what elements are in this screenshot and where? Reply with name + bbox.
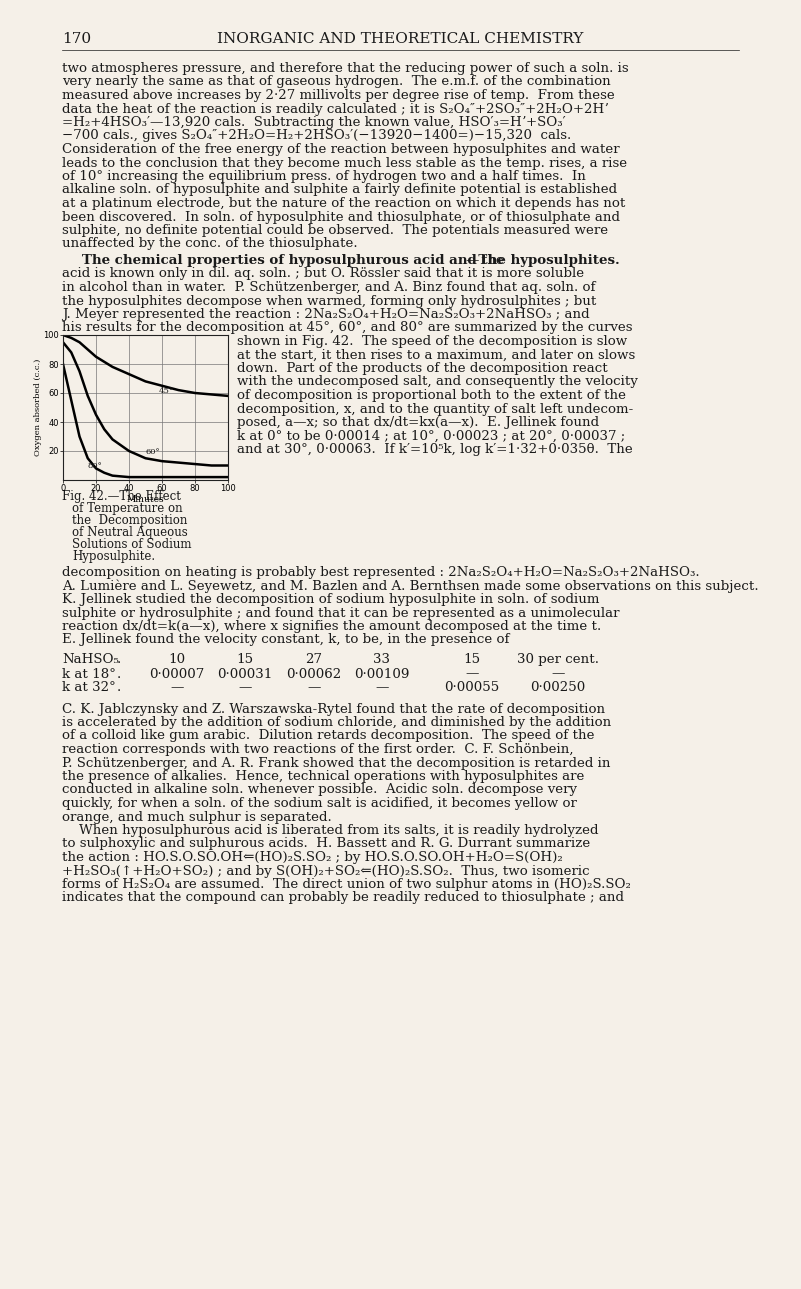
Text: C. K. Jablczynsky and Z. Warszawska-Rytel found that the rate of decomposition: C. K. Jablczynsky and Z. Warszawska-Ryte… [62,703,605,715]
Text: of 10° increasing the equilibrium press. of hydrogen two and a half times.  In: of 10° increasing the equilibrium press.… [62,170,586,183]
Text: is accelerated by the addition of sodium chloride, and diminished by the additio: is accelerated by the addition of sodium… [62,715,611,730]
Text: 45°: 45° [159,387,174,394]
Text: conducted in alkaline soln. whenever possible.  Acidic soln. decompose very: conducted in alkaline soln. whenever pos… [62,784,577,797]
Text: of Temperature on: of Temperature on [72,501,183,516]
Text: Fig. 42.—The Effect: Fig. 42.—The Effect [62,490,181,503]
Text: of Neutral Aqueous: of Neutral Aqueous [72,526,187,539]
Text: Solutions of Sodium: Solutions of Sodium [72,538,191,550]
Text: k at 18°: k at 18° [62,668,116,681]
Text: data the heat of the reaction is readily calculated ; it is S₂O₄″+2SO₃″+2H₂O+2Hʼ: data the heat of the reaction is readily… [62,103,609,116]
Text: .: . [117,681,121,693]
Text: acid is known only in dil. aq. soln. ; but O. Rössler said that it is more solub: acid is known only in dil. aq. soln. ; b… [62,268,584,281]
Text: sulphite, no definite potential could be observed.  The potentials measured were: sulphite, no definite potential could be… [62,224,608,237]
Text: —: — [376,681,388,693]
Text: measured above increases by 2·27 millivolts per degree rise of temp.  From these: measured above increases by 2·27 millivo… [62,89,614,102]
Text: the presence of alkalies.  Hence, technical operations with hyposulphites are: the presence of alkalies. Hence, technic… [62,770,585,782]
Text: 0·00031: 0·00031 [217,668,272,681]
Text: 33: 33 [373,654,391,666]
Text: down.  Part of the products of the decomposition react: down. Part of the products of the decomp… [237,362,608,375]
Text: .: . [117,654,121,666]
Text: two atmospheres pressure, and therefore that the reducing power of such a soln. : two atmospheres pressure, and therefore … [62,62,629,75]
Text: at a platinum electrode, but the nature of the reaction on which it depends has : at a platinum electrode, but the nature … [62,197,626,210]
Text: in alcohol than in water.  P. Schützenberger, and A. Binz found that aq. soln. o: in alcohol than in water. P. Schützenber… [62,281,595,294]
Text: 0·00109: 0·00109 [354,668,409,681]
Text: —: — [171,681,183,693]
Text: When hyposulphurous acid is liberated from its salts, it is readily hydrolyzed: When hyposulphurous acid is liberated fr… [62,824,598,837]
Text: —: — [308,681,320,693]
Text: 15: 15 [236,654,254,666]
Text: quickly, for when a soln. of the sodium salt is acidified, it becomes yellow or: quickly, for when a soln. of the sodium … [62,797,577,809]
Text: orange, and much sulphur is separated.: orange, and much sulphur is separated. [62,811,332,824]
Text: with the undecomposed salt, and consequently the velocity: with the undecomposed salt, and conseque… [237,375,638,388]
Text: been discovered.  In soln. of hyposulphite and thiosulphate, or of thiosulphate : been discovered. In soln. of hyposulphit… [62,210,620,223]
Text: 60°: 60° [146,447,160,456]
Text: forms of H₂S₂O₄ are assumed.  The direct union of two sulphur atoms in (HO)₂S.SO: forms of H₂S₂O₄ are assumed. The direct … [62,878,631,891]
Text: —The: —The [465,254,504,267]
Text: 170: 170 [62,32,91,46]
Text: posed, a—x; so that dx/dt=kx(a—x).  E. Jellinek found: posed, a—x; so that dx/dt=kx(a—x). E. Je… [237,416,599,429]
X-axis label: Minutes: Minutes [127,495,164,504]
Text: alkaline soln. of hyposulphite and sulphite a fairly definite potential is estab: alkaline soln. of hyposulphite and sulph… [62,183,617,196]
Text: =H₂+4HSO₃′—13,920 cals.  Subtracting the known value, HSO′₃=Hʼ+SO₃′: =H₂+4HSO₃′—13,920 cals. Subtracting the … [62,116,566,129]
Text: k at 32°: k at 32° [62,681,116,693]
Text: 15: 15 [464,654,481,666]
Text: K. Jellinek studied the decomposition of sodium hyposulphite in soln. of sodium: K. Jellinek studied the decomposition of… [62,593,599,606]
Y-axis label: Oxygen absorbed (c.c.): Oxygen absorbed (c.c.) [34,358,42,456]
Text: —: — [239,681,252,693]
Text: decomposition, x, and to the quantity of salt left undecom-: decomposition, x, and to the quantity of… [237,402,634,415]
Text: sulphite or hydrosulphite ; and found that it can be represented as a unimolecul: sulphite or hydrosulphite ; and found th… [62,607,619,620]
Text: P. Schützenberger, and A. R. Frank showed that the decomposition is retarded in: P. Schützenberger, and A. R. Frank showe… [62,757,610,770]
Text: of a colloid like gum arabic.  Dilution retards decomposition.  The speed of the: of a colloid like gum arabic. Dilution r… [62,730,594,742]
Text: −700 cals., gives S₂O₄″+2H₂O=H₂+2HSO₃′(−13920−1400=)−15,320  cals.: −700 cals., gives S₂O₄″+2H₂O=H₂+2HSO₃′(−… [62,129,571,143]
Text: at the start, it then rises to a maximum, and later on slows: at the start, it then rises to a maximum… [237,348,635,361]
Text: .: . [117,668,121,681]
Text: A. Lumière and L. Seyewetz, and M. Bazlen and A. Bernthsen made some observation: A. Lumière and L. Seyewetz, and M. Bazle… [62,580,759,593]
Text: decomposition on heating is probably best represented : 2Na₂S₂O₄+H₂O=Na₂S₂O₃+2Na: decomposition on heating is probably bes… [62,566,699,579]
Text: —: — [551,668,565,681]
Text: the action : HO.S.O.SO.OH⇐(HO)₂S.SO₂ ; by HO.S.O.SO.OH+H₂O=S(OH)₂: the action : HO.S.O.SO.OH⇐(HO)₂S.SO₂ ; b… [62,851,563,864]
Text: very nearly the same as that of gaseous hydrogen.  The e.m.f. of the combination: very nearly the same as that of gaseous … [62,76,610,89]
Text: unaffected by the conc. of the thiosulphate.: unaffected by the conc. of the thiosulph… [62,237,357,250]
Text: Hyposulphite.: Hyposulphite. [72,550,155,563]
Text: the  Decomposition: the Decomposition [72,514,187,527]
Text: E. Jellinek found the velocity constant, k, to be, in the presence of: E. Jellinek found the velocity constant,… [62,633,509,647]
Text: 0·00062: 0·00062 [287,668,341,681]
Text: 0·00007: 0·00007 [149,668,204,681]
Text: the hyposulphites decompose when warmed, forming only hydrosulphites ; but: the hyposulphites decompose when warmed,… [62,294,597,308]
Text: his results for the decomposition at 45°, 60°, and 80° are summarized by the cur: his results for the decomposition at 45°… [62,321,633,335]
Text: 27: 27 [305,654,323,666]
Text: reaction dx/dt=k(a—x), where x signifies the amount decomposed at the time t.: reaction dx/dt=k(a—x), where x signifies… [62,620,602,633]
Text: reaction corresponds with two reactions of the first order.  C. F. Schönbein,: reaction corresponds with two reactions … [62,742,574,757]
Text: of decomposition is proportional both to the extent of the: of decomposition is proportional both to… [237,389,626,402]
Text: +H₂SO₃(↑+H₂O+SO₂) ; and by S(OH)₂+SO₂⇐(HO)₂S.SO₂.  Thus, two isomeric: +H₂SO₃(↑+H₂O+SO₂) ; and by S(OH)₂+SO₂⇐(H… [62,865,590,878]
Text: The chemical properties of hyposulphurous acid and the hyposulphites.: The chemical properties of hyposulphurou… [82,254,620,267]
Text: 0·00055: 0·00055 [445,681,500,693]
Text: INORGANIC AND THEORETICAL CHEMISTRY: INORGANIC AND THEORETICAL CHEMISTRY [217,32,584,46]
Text: 0·00250: 0·00250 [530,681,586,693]
Text: k at 0° to be 0·00014 ; at 10°, 0·00023 ; at 20°, 0·00037 ;: k at 0° to be 0·00014 ; at 10°, 0·00023 … [237,429,626,442]
Text: leads to the conclusion that they become much less stable as the temp. rises, a : leads to the conclusion that they become… [62,156,627,169]
Text: indicates that the compound can probably be readily reduced to thiosulphate ; an: indicates that the compound can probably… [62,892,624,905]
Text: J. Meyer represented the reaction : 2Na₂S₂O₄+H₂O=Na₂S₂O₃+2NaHSO₃ ; and: J. Meyer represented the reaction : 2Na₂… [62,308,590,321]
Text: 80°: 80° [88,463,103,470]
Text: 10: 10 [168,654,186,666]
Text: to sulphoxylic and sulphurous acids.  H. Bassett and R. G. Durrant summarize: to sulphoxylic and sulphurous acids. H. … [62,838,590,851]
Text: NaHSO₅: NaHSO₅ [62,654,119,666]
Text: 30 per cent.: 30 per cent. [517,654,599,666]
Text: —: — [465,668,479,681]
Text: Consideration of the free energy of the reaction between hyposulphites and water: Consideration of the free energy of the … [62,143,620,156]
Text: shown in Fig. 42.  The speed of the decomposition is slow: shown in Fig. 42. The speed of the decom… [237,335,627,348]
Text: and at 30°, 0·00063.  If k′=10⁵k, log k′=1·32+0·035θ.  The: and at 30°, 0·00063. If k′=10⁵k, log k′=… [237,443,633,456]
